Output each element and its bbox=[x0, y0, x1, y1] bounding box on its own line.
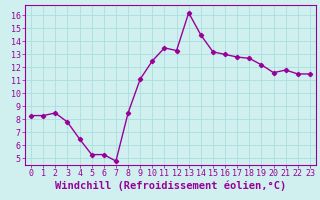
X-axis label: Windchill (Refroidissement éolien,°C): Windchill (Refroidissement éolien,°C) bbox=[55, 181, 286, 191]
